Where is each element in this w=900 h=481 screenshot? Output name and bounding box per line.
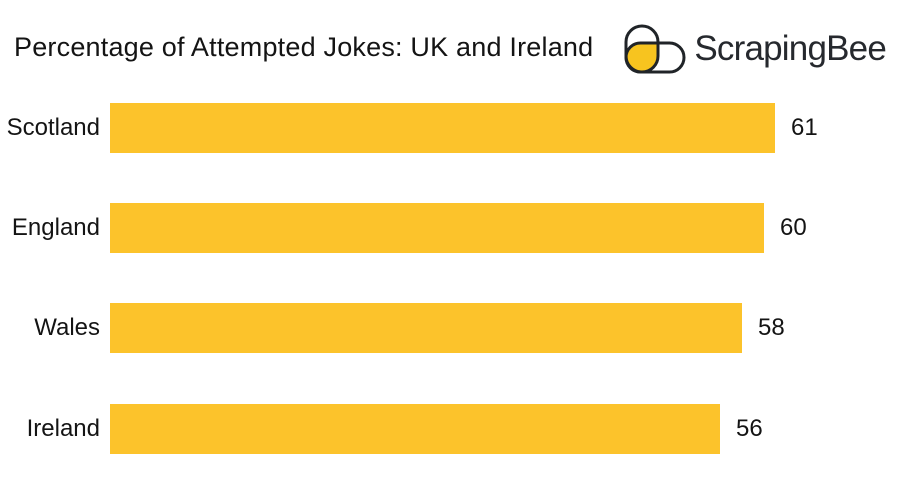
scrapingbee-logo: ScrapingBee [624,24,887,74]
scrapingbee-bee-icon [624,24,686,74]
bar-value: 58 [758,314,785,341]
bar [110,303,742,353]
bar [110,103,775,153]
page-title: Percentage of Attempted Jokes: UK and Ir… [14,32,594,62]
bar-label: Scotland [6,114,100,141]
bar-label: Ireland [26,415,100,442]
bar [110,404,720,454]
logo-horizontal-pill-outline [624,41,686,74]
bar [110,203,764,253]
bar-label: Wales [34,314,100,341]
bar-value: 56 [736,415,763,442]
bar-value: 61 [791,114,818,141]
logo-yellow-fill [626,43,659,72]
bar-label: England [11,214,100,241]
bar-value: 60 [780,214,807,241]
logo-wordmark: ScrapingBee [694,29,886,68]
